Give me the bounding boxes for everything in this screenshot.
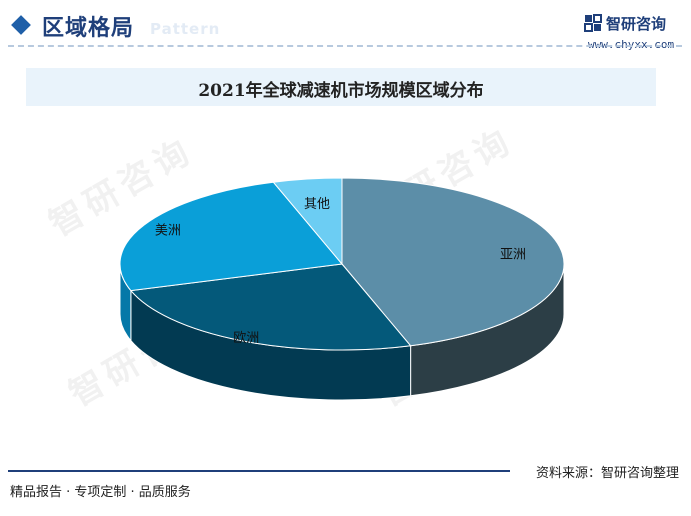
- brand-name: 智研咨询: [606, 15, 667, 33]
- pie-slice: [129, 263, 412, 351]
- header: Pattern 区域格局 智研咨询 www.chyxx.com: [0, 0, 691, 62]
- pie-slice: [272, 177, 343, 266]
- source-note: 资料来源：智研咨询整理: [535, 466, 679, 481]
- section-title: 区域格局: [42, 16, 135, 41]
- footer-divider: [8, 470, 510, 472]
- pie-slice: [119, 181, 343, 292]
- footer-slogan: 精品报告 · 专项定制 · 品质服务: [10, 485, 191, 500]
- pie-slice-label: 其他: [304, 197, 330, 212]
- pie-slice-label: 欧洲: [233, 331, 259, 346]
- pie-slice: [341, 177, 565, 347]
- chart-title: 2021年全球减速机市场规模区域分布: [198, 81, 484, 101]
- header-divider: [8, 45, 682, 47]
- chart-title-band: 2021年全球减速机市场规模区域分布: [26, 68, 656, 106]
- section-background-word: Pattern: [150, 20, 221, 38]
- brand-logo-icon: [584, 14, 602, 32]
- pie-slice-label: 美洲: [155, 224, 181, 239]
- brand-url: www.chyxx.com: [588, 38, 675, 51]
- pie-slice-label: 亚洲: [500, 248, 526, 263]
